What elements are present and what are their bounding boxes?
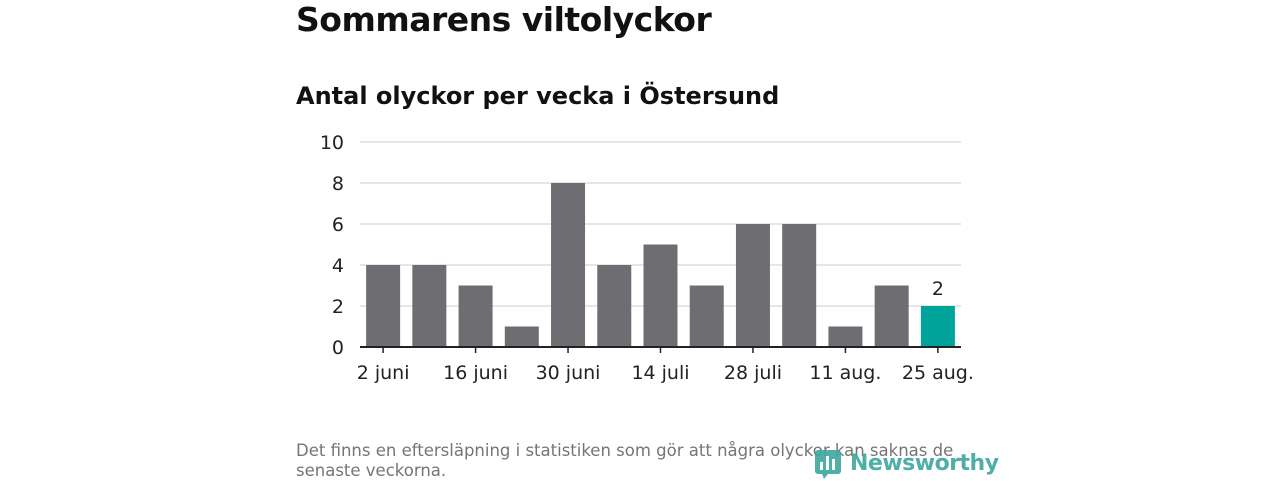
x-tick-label: 14 juli: [631, 362, 689, 384]
bar: [412, 265, 447, 347]
bar: [366, 265, 401, 347]
footnote: Det finns en eftersläpning i statistiken…: [296, 441, 954, 480]
bar: [597, 265, 632, 347]
chart-subtitle: Antal olyckor per vecka i Östersund: [296, 82, 780, 110]
bar: [689, 285, 724, 347]
x-tick-label: 28 juli: [724, 362, 782, 384]
bar: [874, 285, 909, 347]
bar: [551, 183, 586, 347]
bar: [458, 285, 493, 347]
bar: [828, 326, 863, 347]
bar: [735, 224, 770, 347]
y-tick-label: 6: [332, 214, 344, 236]
newsworthy-logo: Newsworthy: [814, 446, 999, 480]
y-tick-label: 10: [320, 132, 344, 154]
y-tick-label: 2: [332, 296, 344, 318]
y-tick-label: 0: [332, 337, 344, 359]
x-tick-label: 11 aug.: [809, 362, 881, 384]
bar: [782, 224, 817, 347]
x-tick-label: 2 juni: [357, 362, 410, 384]
bar: [920, 306, 955, 347]
logo-text: Newsworthy: [850, 450, 999, 476]
bar: [504, 326, 539, 347]
y-tick-label: 4: [332, 255, 344, 277]
bar-chart: 0 2 4 6 8 10 2 2 juni 16 juni 30 juni 14 juli 28 ju…: [320, 132, 974, 384]
newsworthy-logo-icon: [815, 450, 841, 479]
y-tick-label: 8: [332, 173, 344, 195]
bar: [643, 244, 678, 347]
x-tick-label: 25 aug.: [902, 362, 974, 384]
data-label: 2: [932, 278, 944, 300]
x-tick-label: 16 juni: [443, 362, 508, 384]
chart-title: Sommarens viltolyckor: [296, 0, 712, 39]
x-tick-label: 30 juni: [536, 362, 601, 384]
